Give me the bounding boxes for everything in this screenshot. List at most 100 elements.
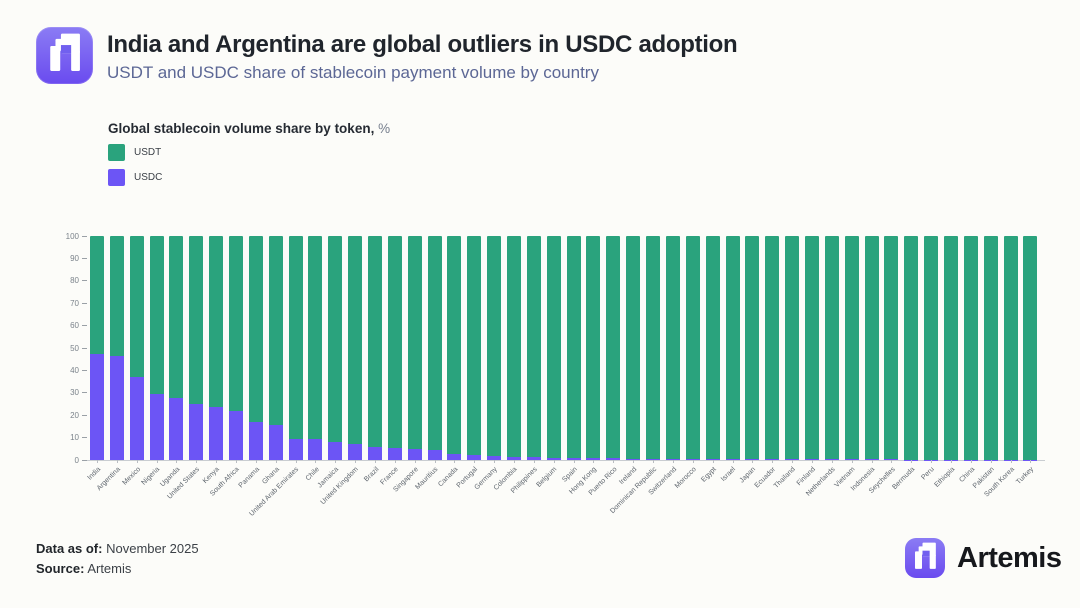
usdt-segment xyxy=(546,236,561,460)
usdc-segment xyxy=(804,459,819,460)
bar-mexico: Mexico xyxy=(121,236,144,487)
bar-seychelles: Seychelles xyxy=(867,236,899,495)
usdt-segment xyxy=(427,236,442,460)
usdt-segment xyxy=(348,236,363,460)
artemis-pixel-a-icon xyxy=(915,542,936,569)
usdc-segment xyxy=(248,421,263,460)
bar-ethiopia: Ethiopia xyxy=(933,236,958,489)
bar-indonesia: Indonesia xyxy=(850,236,879,492)
usdt-segment xyxy=(248,236,263,460)
usdt-segment xyxy=(268,236,283,460)
bar-egypt: Egypt xyxy=(700,236,720,484)
x-tick-label: Mexico xyxy=(121,466,142,487)
bar-ghana: Ghana xyxy=(261,236,283,486)
bar-philippines: Philippines xyxy=(510,236,541,495)
usdc-segment xyxy=(90,353,104,460)
y-tick-mark-icon xyxy=(82,235,87,237)
y-tick-label: 70 xyxy=(70,298,79,308)
y-tick-mark-icon xyxy=(82,437,87,439)
usdc-segment xyxy=(109,355,124,460)
y-tick-mark-icon xyxy=(82,347,87,349)
y-tick-label: 0 xyxy=(74,455,79,465)
usdc-segment xyxy=(685,458,700,460)
usdc-segment xyxy=(586,458,601,460)
y-tick: 40 xyxy=(70,365,87,375)
usdt-segment xyxy=(785,236,800,460)
usdt-segment xyxy=(1003,236,1018,460)
y-tick-label: 40 xyxy=(70,365,79,375)
y-tick-label: 90 xyxy=(70,253,79,263)
y-tick-label: 60 xyxy=(70,321,79,331)
bar-belgium: Belgium xyxy=(536,236,561,489)
usdc-segment xyxy=(566,457,581,460)
bar-france: France xyxy=(379,236,402,486)
y-tick: 60 xyxy=(70,321,87,331)
usdt-segment xyxy=(487,236,502,460)
data-as-of: Data as of: November 2025 xyxy=(36,541,199,556)
y-tick-label: 20 xyxy=(70,410,79,420)
x-axis-line xyxy=(85,460,1045,461)
usdt-segment xyxy=(705,236,720,460)
x-tick-label: Brazil xyxy=(362,466,380,484)
bar-kenya: Kenya xyxy=(202,236,224,485)
bar-united-arab-emirates: United Arab Emirates xyxy=(249,236,303,518)
usdt-segment xyxy=(665,236,680,460)
bar-morocco: Morocco xyxy=(674,236,700,490)
legend-heading-unit: % xyxy=(378,121,391,136)
bar-colombia: Colombia xyxy=(493,236,522,492)
bar-india: India xyxy=(86,236,104,482)
bars: India Argentina Mexico Nigeria Uganda United … xyxy=(86,236,1038,518)
usdt-segment xyxy=(765,236,780,460)
usdc-swatch-icon xyxy=(108,169,125,186)
usdc-segment xyxy=(725,459,740,460)
legend-heading-text: Global stablecoin volume share by token, xyxy=(108,121,375,136)
x-tick-label: Egypt xyxy=(699,466,718,484)
x-tick-label: Ethiopia xyxy=(933,466,956,489)
brand-wordmark: Artemis xyxy=(957,541,1062,574)
usdt-segment xyxy=(983,236,998,460)
y-tick: 90 xyxy=(70,253,87,263)
bar-netherlands: Netherlands xyxy=(805,236,839,498)
usdc-segment xyxy=(646,458,661,460)
usdc-segment xyxy=(149,393,164,460)
x-tick-label: Israel xyxy=(720,466,738,484)
artemis-logo-icon xyxy=(36,27,93,84)
artemis-brand: Artemis xyxy=(905,538,1062,578)
usdc-segment xyxy=(447,453,462,460)
legend-label-usdc: USDC xyxy=(134,172,163,183)
y-tick-label: 10 xyxy=(70,433,79,443)
usdt-segment xyxy=(526,236,541,460)
x-tick-label: China xyxy=(957,466,976,484)
y-tick: 70 xyxy=(70,298,87,308)
usdc-segment xyxy=(507,456,522,460)
usdc-segment xyxy=(209,407,224,460)
bar-nigeria: Nigeria xyxy=(141,236,164,487)
usdc-segment xyxy=(844,459,859,460)
bar-ecuador: Ecuador xyxy=(754,236,780,489)
usdc-segment xyxy=(864,459,879,460)
usdc-segment xyxy=(487,455,502,460)
legend-item-usdc: USDC xyxy=(108,169,390,186)
y-tick: 100 xyxy=(66,232,87,241)
usdc-segment xyxy=(785,459,800,460)
usdt-segment xyxy=(467,236,482,460)
usdc-segment xyxy=(268,425,283,460)
y-tick-mark-icon xyxy=(82,325,87,327)
y-tick-mark-icon xyxy=(82,257,87,259)
x-tick-label: United Kingdom xyxy=(319,466,361,507)
usdc-segment xyxy=(467,455,482,460)
usdt-segment xyxy=(924,236,939,460)
usdt-segment xyxy=(725,236,740,460)
usdt-segment xyxy=(328,236,343,460)
usdc-segment xyxy=(368,446,383,460)
y-tick: 10 xyxy=(70,433,87,443)
bar-bermuda: Bermuda xyxy=(891,236,919,491)
usdc-segment xyxy=(427,449,442,460)
bar-singapore: Singapore xyxy=(392,236,422,494)
usdt-swatch-icon xyxy=(108,144,125,161)
stacked-bar-chart: India Argentina Mexico Nigeria Uganda United … xyxy=(66,232,1045,518)
bar-israel: Israel xyxy=(720,236,740,483)
bar-pakistan: Pakistan xyxy=(972,236,998,490)
bar-vietnam: Vietnam xyxy=(834,236,859,489)
